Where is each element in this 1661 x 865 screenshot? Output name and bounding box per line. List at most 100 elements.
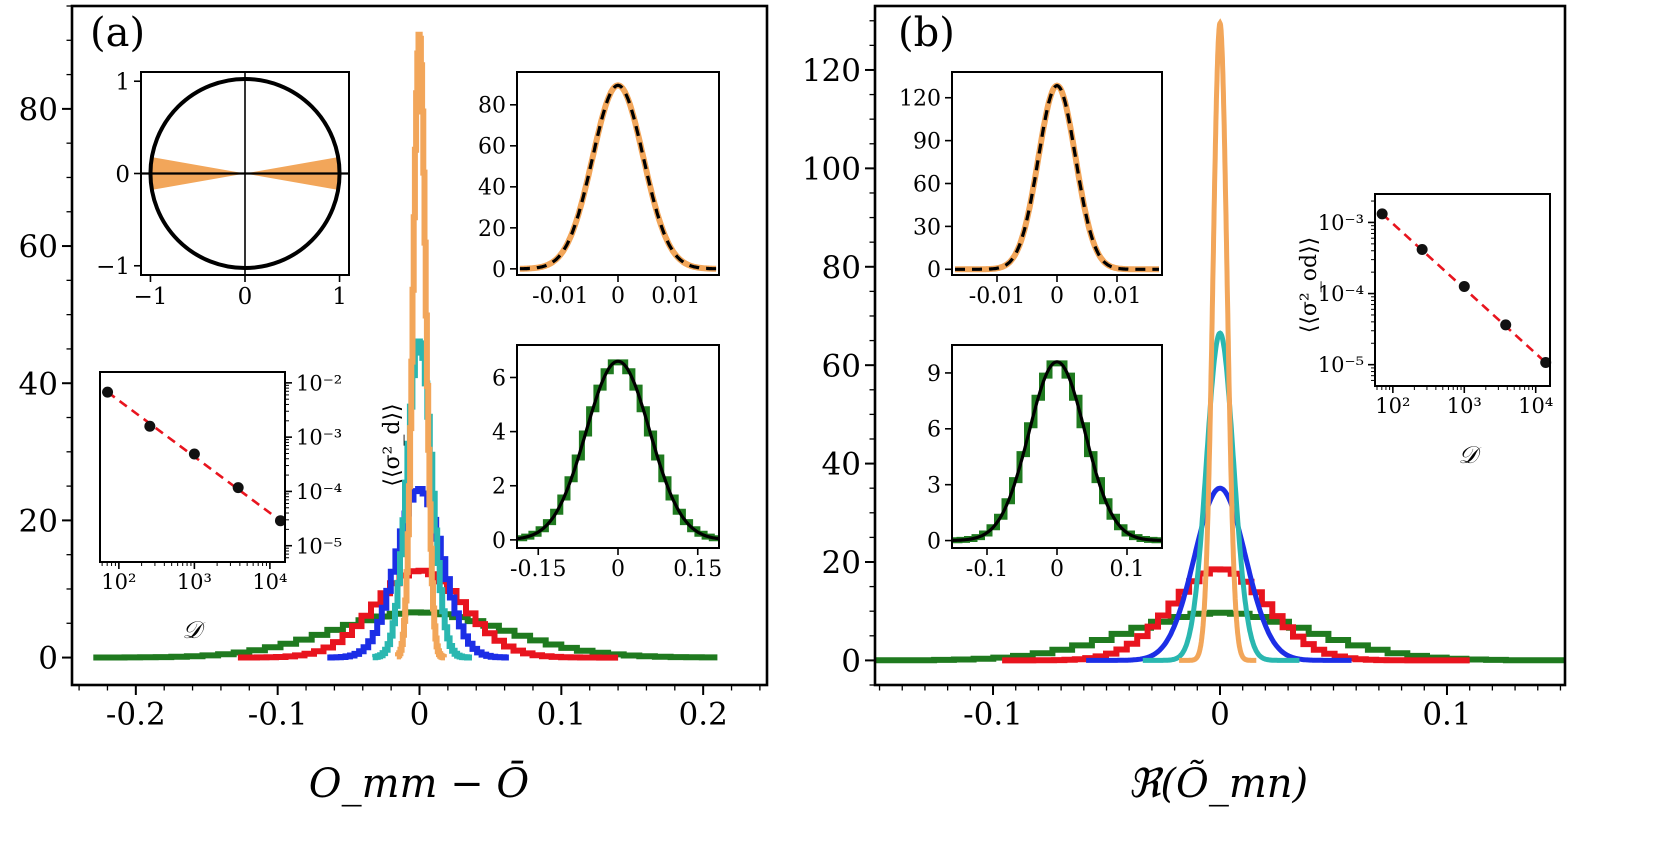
b_bottom_hist-axes: -0.1 0 0.1 0 3 6 9 bbox=[927, 362, 1145, 582]
data-point bbox=[232, 482, 244, 494]
inset-frame bbox=[99, 371, 286, 563]
x-tick-label: -0.1 bbox=[963, 696, 1023, 732]
y-tick-label: 20 bbox=[19, 504, 58, 540]
y-tick-label: 120 bbox=[802, 53, 861, 89]
y-tick-label: 40 bbox=[19, 366, 58, 402]
x-tick-label: 0.2 bbox=[679, 696, 728, 732]
b_scaling-axes: 10² 10³ 10⁴ 10⁻⁵ 10⁻⁴ 10⁻³ bbox=[1318, 200, 1553, 418]
y-tick-label: 1 bbox=[115, 70, 130, 96]
y-tick-label: 60 bbox=[478, 135, 506, 160]
a_circle-axes: −1 0 1 −1 0 1 bbox=[96, 70, 347, 310]
y-tick-label: 20 bbox=[478, 217, 506, 242]
x-tick-label: 10³ bbox=[1447, 394, 1482, 418]
fit-curve bbox=[952, 360, 1162, 542]
x-tick-label: 1 bbox=[332, 284, 347, 310]
data-point bbox=[188, 448, 200, 460]
y-tick-label: 10⁻³ bbox=[296, 426, 342, 450]
y-tick-label: 0 bbox=[841, 644, 861, 680]
panel-label: (b) bbox=[898, 10, 955, 56]
y-tick-label: 4 bbox=[492, 421, 506, 446]
data-point bbox=[1540, 357, 1552, 369]
y-tick-label: 0 bbox=[38, 641, 58, 677]
y-tick-label: 40 bbox=[478, 176, 506, 201]
y-tick-label: 0 bbox=[927, 258, 941, 283]
x-tick-label: 0 bbox=[611, 557, 625, 582]
series-line-orange bbox=[1179, 18, 1257, 663]
x-tick-label: 0 bbox=[1210, 696, 1230, 732]
panel-b-series bbox=[875, 18, 1565, 664]
y-tick-label: 3 bbox=[927, 474, 941, 499]
fit-curve bbox=[955, 83, 1159, 271]
data-point bbox=[144, 420, 156, 432]
y-axis-label: ⟨⟨σ²_d⟩⟩ bbox=[380, 403, 405, 486]
x-tick-label: -0.01 bbox=[969, 284, 1025, 309]
y-tick-label: 10⁻⁴ bbox=[296, 480, 342, 504]
x-tick-label: 10⁴ bbox=[1518, 394, 1553, 418]
inset-bg bbox=[517, 345, 719, 548]
y-tick-label: 30 bbox=[913, 215, 941, 240]
y-tick-label: 20 bbox=[822, 545, 861, 581]
x-tick-label: -0.01 bbox=[532, 284, 588, 309]
x-tick-label: 0 bbox=[611, 284, 625, 309]
data-point bbox=[1500, 319, 1512, 331]
fit-curve bbox=[519, 83, 717, 271]
panel-label: (a) bbox=[90, 10, 145, 56]
b_top_hist-axes: -0.01 0 0.01 0 30 60 90 120 bbox=[899, 87, 1141, 309]
y-tick-label: 80 bbox=[478, 94, 506, 119]
series-line-red bbox=[237, 567, 619, 661]
data-point bbox=[1376, 208, 1388, 220]
x-tick-label: 0 bbox=[1050, 284, 1064, 309]
y-tick-label: 6 bbox=[927, 418, 941, 443]
series-line-green bbox=[875, 609, 1565, 664]
y-tick-label: 60 bbox=[822, 348, 861, 384]
y-tick-label: 120 bbox=[899, 87, 941, 112]
inset-bg bbox=[517, 72, 719, 275]
x-axis-label: 𝒟 bbox=[1458, 441, 1482, 469]
y-tick-label: 80 bbox=[822, 250, 861, 286]
y-tick-label: 6 bbox=[492, 366, 506, 391]
series-line-teal bbox=[1142, 330, 1300, 663]
x-tick-label: 0.1 bbox=[537, 696, 586, 732]
y-tick-label: 9 bbox=[927, 362, 941, 387]
inset-bg bbox=[100, 372, 285, 562]
y-tick-label: 10⁻⁵ bbox=[1318, 353, 1364, 377]
x-tick-label: 0.15 bbox=[673, 557, 722, 582]
a_scaling-axes: 10² 10³ 10⁴ 10⁻⁵ 10⁻⁴ 10⁻³ 10⁻² bbox=[101, 371, 342, 594]
panel-a-series bbox=[93, 31, 718, 661]
x-axis-label: 𝒟 bbox=[182, 616, 206, 644]
y-tick-label: 10⁻⁵ bbox=[296, 534, 342, 558]
y-tick-label: 2 bbox=[492, 475, 506, 500]
y-tick-label: 80 bbox=[19, 92, 58, 128]
y-tick-label: 60 bbox=[19, 229, 58, 265]
data-point bbox=[1458, 280, 1470, 292]
y-tick-label: 0 bbox=[492, 258, 506, 283]
series-line-orange bbox=[395, 31, 447, 661]
inset-bg bbox=[952, 72, 1162, 275]
inset-frame bbox=[1374, 193, 1551, 387]
x-tick-label: -0.2 bbox=[106, 696, 166, 732]
x-tick-label: 0.1 bbox=[1422, 696, 1471, 732]
y-tick-label: −1 bbox=[96, 254, 130, 280]
y-tick-label: 10⁻³ bbox=[1318, 211, 1364, 235]
x-tick-label: 10² bbox=[1375, 394, 1410, 418]
x-tick-label: 0 bbox=[238, 284, 253, 310]
y-tick-label: 0 bbox=[115, 162, 130, 188]
series-line-blue bbox=[327, 486, 509, 661]
x-tick-label: −1 bbox=[134, 284, 168, 310]
data-point bbox=[1416, 243, 1428, 255]
x-tick-label: 10² bbox=[101, 570, 136, 594]
y-tick-label: 100 bbox=[802, 152, 861, 188]
a_top_hist-axes: -0.01 0 0.01 0 20 40 60 80 bbox=[478, 94, 700, 309]
y-tick-label: 0 bbox=[927, 529, 941, 554]
x-tick-label: 0 bbox=[1050, 557, 1064, 582]
data-point bbox=[274, 515, 286, 527]
y-tick-label: 0 bbox=[492, 529, 506, 554]
x-axis-label: ℜ(Õ_mn) bbox=[1128, 760, 1308, 807]
x-tick-label: 0.01 bbox=[1093, 284, 1142, 309]
y-tick-label: 90 bbox=[913, 130, 941, 155]
x-tick-label: 10⁴ bbox=[252, 570, 287, 594]
